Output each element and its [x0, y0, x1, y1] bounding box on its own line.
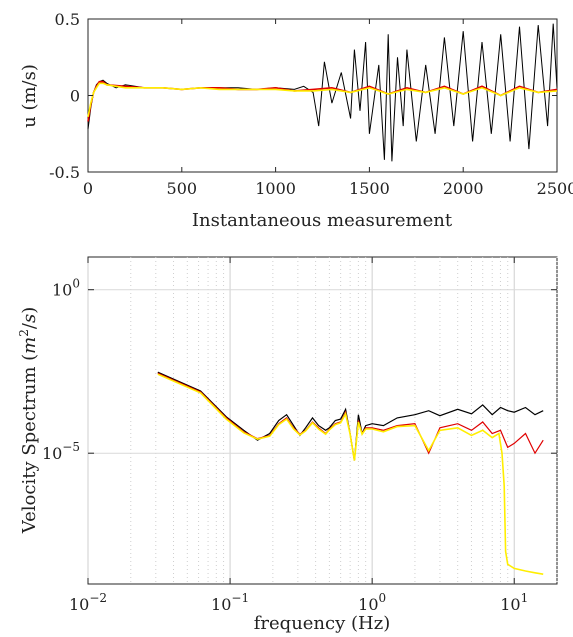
top-y-tick-label: 0: [70, 87, 80, 106]
top-x-tick-label: 1000: [255, 179, 296, 198]
top-x-tick-label: 2500: [537, 179, 573, 198]
top-series-group: [87, 23, 558, 162]
ylabel-part-s: s: [19, 314, 40, 323]
top-y-tick-label: -0.5: [49, 163, 80, 182]
top-x-axis-label: Instantaneous measurement: [192, 210, 453, 231]
bottom-series-group: [157, 371, 544, 575]
bottom-series-line-3: [157, 373, 544, 575]
top-series-line-1: [87, 23, 558, 162]
bottom-x-tick-label: 10−1: [211, 591, 249, 614]
bottom-x-axis-label: frequency (Hz): [254, 613, 390, 634]
bottom-ticks-group: 10−2 10−1 100 101 100 10−5: [42, 257, 557, 614]
ylabel-part-exp: 2: [17, 329, 31, 337]
bottom-axes-box: [87, 256, 558, 585]
bottom-x-tick-label: 101: [500, 591, 528, 614]
top-axes-box: [87, 18, 558, 173]
bottom-grid-group: [87, 257, 558, 584]
bottom-y-tick-label: 100: [52, 277, 80, 300]
ylabel-part-close: ): [19, 307, 40, 314]
top-x-tick-label: 0: [83, 179, 93, 198]
top-x-tick-label: 1500: [349, 179, 390, 198]
bottom-x-tick-label: 10−2: [69, 591, 107, 614]
bottom-panel: 10−2 10−1 100 101 100 10−5 frequency (Hz) Vel…: [17, 256, 558, 634]
ylabel-part-1: Velocity Spectrum (: [19, 354, 40, 534]
top-x-tick-label: 2000: [443, 179, 484, 198]
bottom-y-tick-label: 10−5: [42, 440, 80, 463]
top-y-tick-label: 0.5: [55, 10, 80, 29]
bottom-x-tick-label: 100: [358, 591, 386, 614]
bottom-y-axis-label: Velocity Spectrum (m2/s): [17, 307, 40, 534]
top-x-tick-label: 500: [167, 179, 198, 198]
top-series-line-3: [87, 82, 558, 118]
top-panel: 0 500 1000 1500 2000 2500-0.500.5 Instantaneo…: [19, 10, 573, 231]
top-ticks-group: 0 500 1000 1500 2000 2500-0.500.5: [49, 10, 573, 198]
ylabel-part-slash: /: [19, 322, 40, 329]
top-y-axis-label: u (m/s): [19, 64, 40, 128]
ylabel-part-m: m: [19, 337, 40, 354]
